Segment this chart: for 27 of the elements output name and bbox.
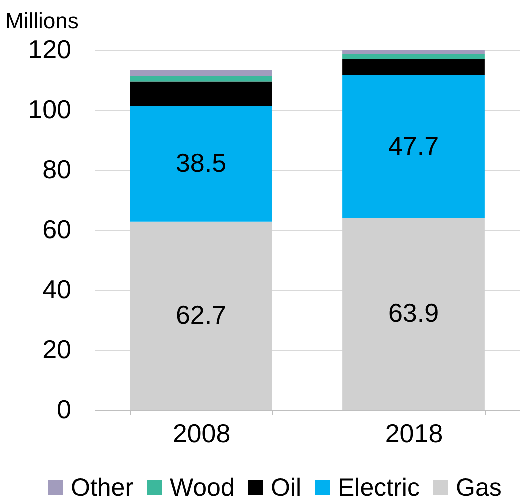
- bar: [342, 75, 485, 218]
- bar: [342, 50, 485, 54]
- y-tick-label: 0: [57, 394, 72, 424]
- legend-label: Wood: [170, 474, 235, 498]
- legend-label: Other: [71, 474, 134, 498]
- data-label: 47.7: [388, 130, 440, 161]
- y-tick-label: 60: [42, 214, 72, 244]
- legend-label: Oil: [271, 474, 302, 498]
- x-tick-label: 2008: [172, 418, 231, 448]
- legend-label: Gas: [456, 474, 502, 498]
- y-tick-label: 100: [28, 94, 72, 124]
- legend-label: Electric: [338, 474, 420, 498]
- y-axis-title: Millions: [6, 8, 79, 34]
- y-tick-label: 80: [42, 154, 72, 184]
- data-label: 62.7: [176, 300, 227, 330]
- data-label: 63.9: [388, 298, 440, 328]
- y-tick-label: 120: [28, 34, 72, 64]
- bar: [342, 54, 485, 60]
- bar: [130, 70, 272, 76]
- y-tick-label: 40: [42, 274, 72, 304]
- bar: [342, 59, 485, 76]
- bar: [130, 76, 272, 82]
- bar: [130, 82, 272, 106]
- y-tick-label: 20: [42, 334, 72, 364]
- data-label: 38.5: [176, 148, 227, 178]
- bar: [130, 106, 272, 222]
- x-tick-label: 2018: [385, 418, 444, 448]
